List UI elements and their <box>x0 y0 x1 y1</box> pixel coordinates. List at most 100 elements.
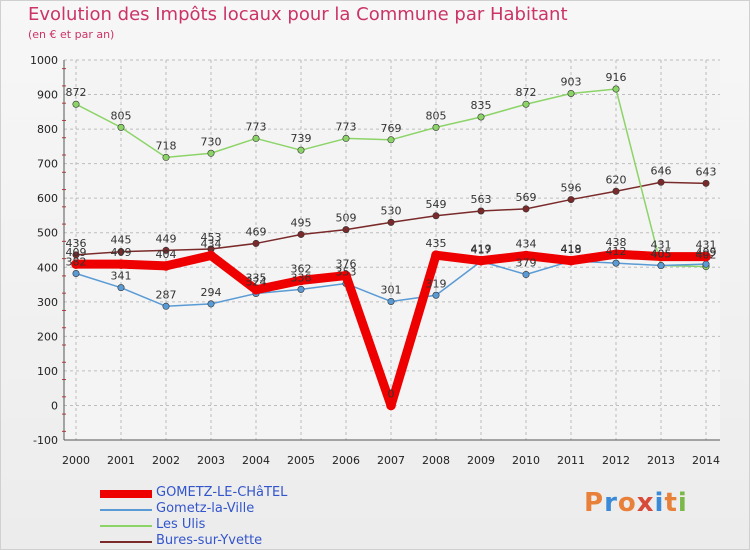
x-tick-label: 2012 <box>602 454 630 467</box>
y-tick-label: 1000 <box>30 54 58 67</box>
data-label: 434 <box>201 238 222 251</box>
data-label: 549 <box>426 198 447 211</box>
data-point <box>387 297 395 305</box>
data-point <box>72 251 80 259</box>
data-label: 418 <box>561 243 582 256</box>
data-point <box>477 113 485 121</box>
x-tick-label: 2001 <box>107 454 135 467</box>
data-label: 382 <box>66 255 87 268</box>
x-tick-label: 2010 <box>512 454 540 467</box>
data-point <box>701 251 711 262</box>
data-label: 417 <box>471 243 492 256</box>
data-point <box>117 248 125 256</box>
chart-title: Evolution des Impôts locaux pour la Comm… <box>28 4 568 25</box>
data-point <box>432 291 440 299</box>
x-tick-label: 2002 <box>152 454 180 467</box>
data-point <box>567 196 575 204</box>
legend-swatch <box>100 509 152 511</box>
data-point <box>432 123 440 131</box>
data-point <box>342 226 350 234</box>
data-label: 449 <box>156 232 177 245</box>
data-point <box>522 100 530 108</box>
data-label: 469 <box>246 225 267 238</box>
data-label: 646 <box>651 164 672 177</box>
data-label: 509 <box>336 212 357 225</box>
data-label: 405 <box>651 248 672 261</box>
legend-label: Gometz-la-Ville <box>156 501 255 516</box>
data-point <box>162 153 170 161</box>
x-tick-label: 2013 <box>647 454 675 467</box>
data-label: 434 <box>516 238 537 251</box>
data-label: 409 <box>66 246 87 259</box>
x-tick-label: 2000 <box>62 454 90 467</box>
x-tick-label: 2014 <box>692 454 720 467</box>
data-label: 376 <box>336 258 357 271</box>
data-point <box>522 205 530 213</box>
data-label: 419 <box>561 243 582 256</box>
data-label: 336 <box>291 271 312 284</box>
data-point <box>432 212 440 220</box>
data-label: 620 <box>606 173 627 186</box>
legend-label: GOMETZ-LE-CHâTEL <box>156 485 288 500</box>
legend-label: Les Ulis <box>156 517 206 532</box>
data-point <box>702 260 710 268</box>
data-label: 402 <box>696 249 717 262</box>
data-point <box>72 269 80 277</box>
data-point <box>702 179 710 187</box>
x-tick-label: 2003 <box>197 454 225 467</box>
data-label: 718 <box>156 139 177 152</box>
data-label: 769 <box>381 122 402 135</box>
y-tick-label: 200 <box>37 330 58 343</box>
data-label: 431 <box>651 239 672 252</box>
data-point <box>297 230 305 238</box>
data-label: 773 <box>246 120 267 133</box>
data-point <box>71 259 81 269</box>
data-label: 324 <box>246 276 267 289</box>
data-point <box>206 250 216 261</box>
legend-swatch <box>100 525 152 527</box>
data-point <box>612 187 620 195</box>
data-point <box>207 149 215 157</box>
x-tick-label: 2006 <box>332 454 360 467</box>
data-point <box>252 134 260 142</box>
data-point <box>657 262 665 270</box>
data-label: 596 <box>561 182 582 195</box>
data-label: 379 <box>516 257 537 270</box>
data-label: 405 <box>651 248 672 261</box>
data-label: 872 <box>516 86 537 99</box>
data-label: 739 <box>291 132 312 145</box>
data-label: 773 <box>336 120 357 133</box>
data-point <box>476 255 486 266</box>
data-point <box>611 249 621 259</box>
data-point <box>566 255 576 266</box>
data-label: 409 <box>111 246 132 259</box>
data-label: 495 <box>291 216 312 229</box>
data-label: 294 <box>201 286 222 299</box>
data-point <box>477 207 485 215</box>
data-point <box>657 178 665 186</box>
y-tick-label: -100 <box>33 434 58 447</box>
data-label: 301 <box>381 283 402 296</box>
x-tick-label: 2008 <box>422 454 450 467</box>
data-label: 287 <box>156 288 177 301</box>
data-label: 404 <box>156 248 177 261</box>
data-point <box>162 302 170 310</box>
x-tick-label: 2004 <box>242 454 270 467</box>
y-tick-label: 900 <box>37 89 58 102</box>
data-label: 419 <box>471 243 492 256</box>
data-point <box>116 259 126 269</box>
data-point <box>521 250 531 261</box>
data-label: 362 <box>291 262 312 275</box>
data-point <box>252 239 260 247</box>
data-label: 805 <box>426 109 447 122</box>
data-label: 431 <box>696 239 717 252</box>
data-label: 835 <box>471 99 492 112</box>
x-tick-label: 2005 <box>287 454 315 467</box>
y-tick-label: 800 <box>37 123 58 136</box>
data-label: 341 <box>111 270 132 283</box>
proxiti-logo: Proxiti <box>584 488 688 518</box>
data-label: 916 <box>606 71 627 84</box>
data-point <box>297 285 305 293</box>
legend-swatch <box>100 490 152 498</box>
y-tick-label: 100 <box>37 365 58 378</box>
